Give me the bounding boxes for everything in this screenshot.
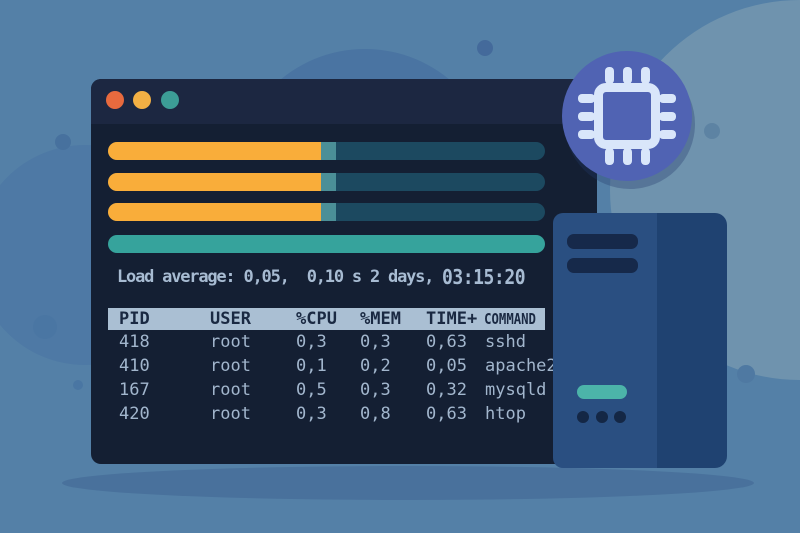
cell-user: root bbox=[210, 404, 251, 424]
server-front-panel bbox=[553, 213, 657, 468]
status-led bbox=[596, 411, 608, 423]
cell-command: sshd bbox=[485, 332, 526, 352]
cell-pid: 167 bbox=[119, 380, 150, 400]
cell-cpu: 0,3 bbox=[296, 332, 327, 352]
drive-bay-slot bbox=[567, 234, 638, 249]
status-led bbox=[614, 411, 626, 423]
load-average-label: Load average: 0,05, 0,10 s 2 days, bbox=[117, 267, 443, 287]
window-titlebar bbox=[91, 79, 597, 124]
cell-time: 0,63 bbox=[426, 404, 467, 424]
cpu-meter-1 bbox=[108, 142, 545, 160]
column-header-user: USER bbox=[210, 309, 251, 329]
cell-pid: 410 bbox=[119, 356, 150, 376]
chip-pin-icon bbox=[605, 148, 614, 165]
chip-pin-icon bbox=[659, 130, 676, 139]
chip-pin-icon bbox=[578, 94, 595, 103]
ground-shadow bbox=[62, 466, 754, 500]
background-dot bbox=[704, 123, 720, 139]
column-header-cpu: %CPU bbox=[296, 309, 337, 329]
chip-pin-icon bbox=[641, 67, 650, 84]
process-table: PID USER %CPU %MEM TIME+ COMMAND 418 roo… bbox=[108, 308, 557, 426]
server-side-panel bbox=[657, 213, 727, 468]
cell-command: mysqld bbox=[485, 380, 547, 400]
cpu-chip-badge bbox=[562, 51, 695, 189]
cell-mem: 0,8 bbox=[360, 404, 391, 424]
meter-notch bbox=[320, 142, 337, 160]
maximize-button[interactable] bbox=[161, 91, 179, 109]
cell-user: root bbox=[210, 380, 251, 400]
background-dot bbox=[477, 40, 493, 56]
cell-command: apache2 bbox=[485, 356, 557, 376]
uptime-clock: 03:15:20 bbox=[442, 265, 526, 289]
server-tower bbox=[553, 213, 727, 468]
chip-pin-icon bbox=[605, 67, 614, 84]
cell-pid: 418 bbox=[119, 332, 150, 352]
cell-time: 0,05 bbox=[426, 356, 467, 376]
cell-user: root bbox=[210, 332, 251, 352]
cell-cpu: 0,1 bbox=[296, 356, 327, 376]
cell-cpu: 0,3 bbox=[296, 404, 327, 424]
cell-mem: 0,3 bbox=[360, 380, 391, 400]
chip-pin-icon bbox=[623, 148, 632, 165]
cpu-meter-3 bbox=[108, 203, 545, 221]
table-row: 410 root 0,1 0,2 0,05 apache2 bbox=[108, 354, 557, 378]
column-header-command: COMMAND bbox=[484, 310, 536, 328]
cell-time: 0,63 bbox=[426, 332, 467, 352]
meter-fill bbox=[108, 142, 321, 160]
terminal-window: Load average: 0,05, 0,10 s 2 days, 03:15… bbox=[91, 79, 597, 464]
memory-meter bbox=[108, 235, 545, 253]
background-dot bbox=[55, 134, 71, 150]
column-header-time: TIME+ bbox=[426, 309, 478, 329]
table-row: 418 root 0,3 0,3 0,63 sshd bbox=[108, 330, 545, 354]
cpu-chip-icon bbox=[594, 83, 660, 149]
cell-time: 0,32 bbox=[426, 380, 467, 400]
table-header-row: PID USER %CPU %MEM TIME+ COMMAND bbox=[108, 308, 545, 330]
status-led bbox=[577, 411, 589, 423]
chip-pin-icon bbox=[623, 67, 632, 84]
close-button[interactable] bbox=[106, 91, 124, 109]
cell-mem: 0,2 bbox=[360, 356, 391, 376]
meter-fill bbox=[108, 203, 321, 221]
background-dot bbox=[73, 380, 83, 390]
chip-pin-icon bbox=[641, 148, 650, 165]
cpu-meter-2 bbox=[108, 173, 545, 191]
cell-pid: 420 bbox=[119, 404, 150, 424]
meter-notch bbox=[320, 173, 337, 191]
column-header-pid: PID bbox=[119, 309, 150, 329]
meter-notch bbox=[320, 203, 337, 221]
chip-pin-icon bbox=[578, 130, 595, 139]
column-header-mem: %MEM bbox=[360, 309, 401, 329]
chip-pin-icon bbox=[578, 112, 595, 121]
chip-pin-icon bbox=[659, 94, 676, 103]
cell-user: root bbox=[210, 356, 251, 376]
drive-bay-slot bbox=[567, 258, 638, 273]
cell-command: htop bbox=[485, 404, 526, 424]
cell-mem: 0,3 bbox=[360, 332, 391, 352]
background-dot bbox=[737, 365, 755, 383]
terminal-content: Load average: 0,05, 0,10 s 2 days, 03:15… bbox=[91, 124, 597, 464]
table-row: 420 root 0,3 0,8 0,63 htop bbox=[108, 402, 545, 426]
table-row: 167 root 0,5 0,3 0,32 mysqld bbox=[108, 378, 547, 402]
meter-fill bbox=[108, 173, 321, 191]
load-average-text: Load average: 0,05, 0,10 s 2 days, 03:15… bbox=[117, 264, 535, 290]
cell-cpu: 0,5 bbox=[296, 380, 327, 400]
meter-fill bbox=[108, 235, 545, 253]
chip-pin-icon bbox=[659, 112, 676, 121]
power-light bbox=[577, 385, 627, 399]
minimize-button[interactable] bbox=[133, 91, 151, 109]
background-dot bbox=[33, 315, 57, 339]
